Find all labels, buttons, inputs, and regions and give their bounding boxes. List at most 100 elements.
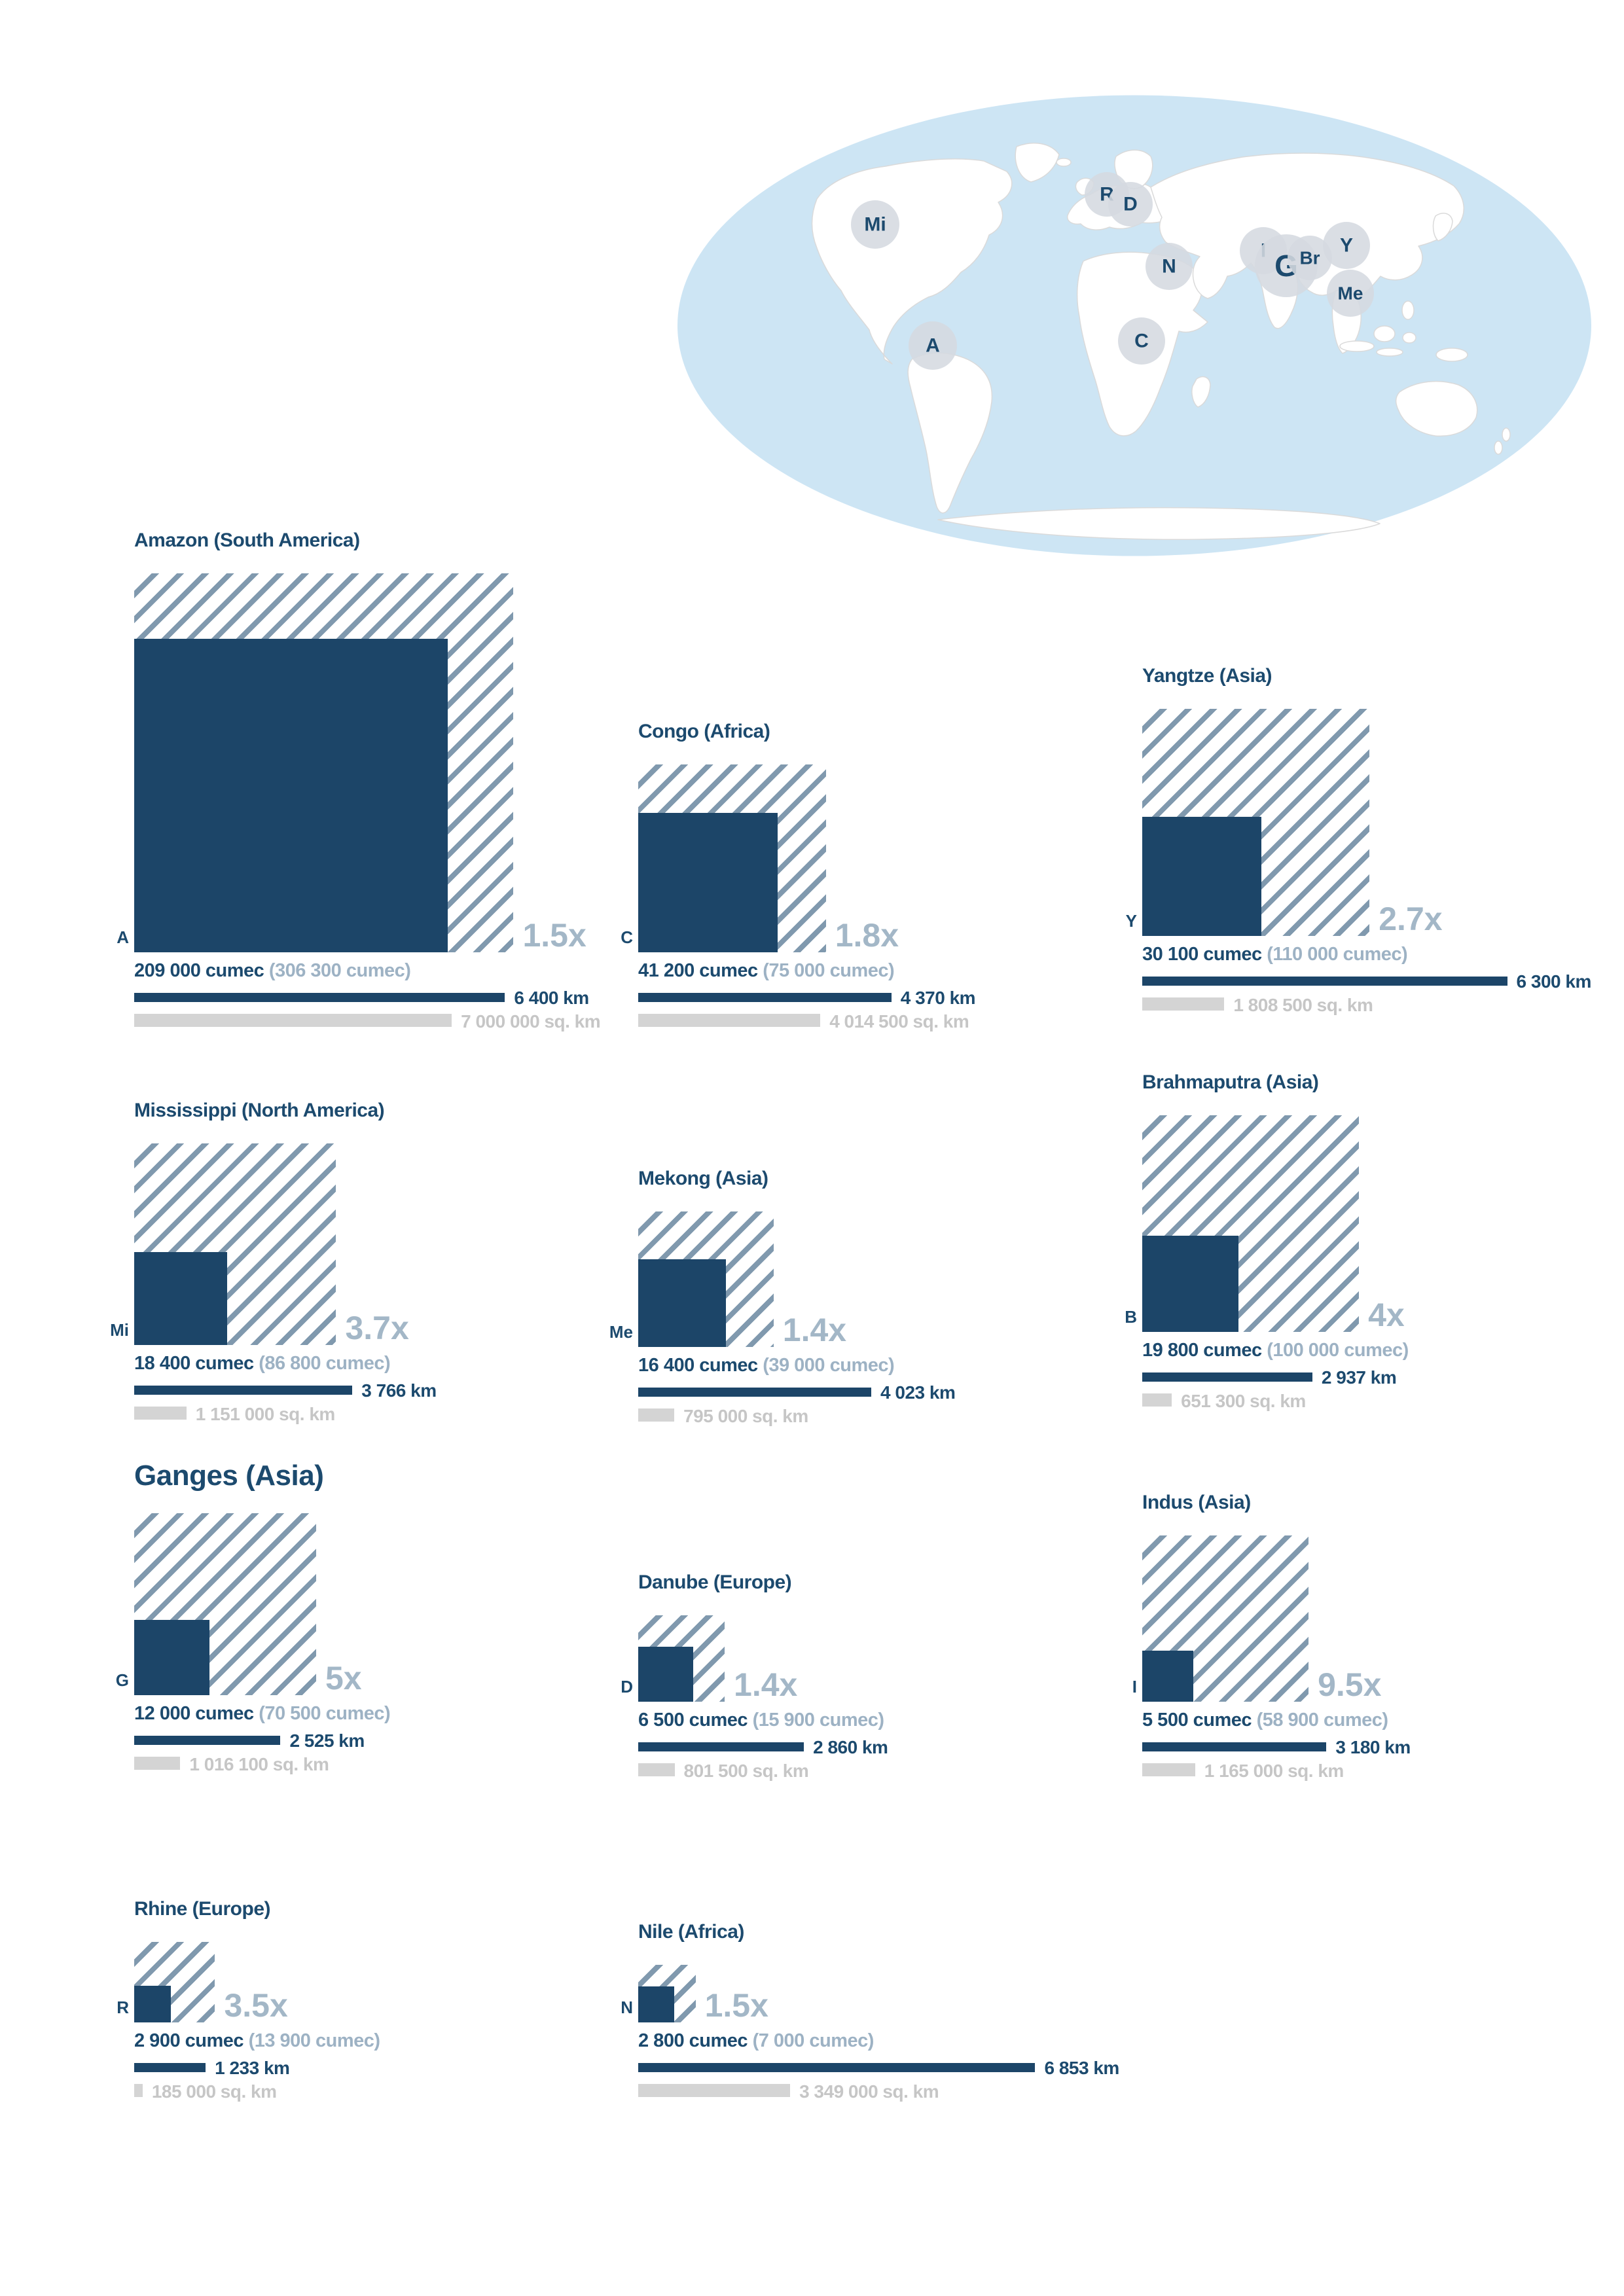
flood-discharge-label: (39 000 cumec): [763, 1355, 895, 1376]
average-discharge-label: 41 200 cumec: [638, 960, 763, 981]
length-bar: [638, 1742, 804, 1751]
map-marker-Br: Br: [1288, 236, 1332, 280]
length-bar: [134, 2063, 206, 2072]
basin-area-label: 1 016 100 sq. km: [189, 1754, 329, 1774]
discharge-labels: 18 400 cumec (86 800 cumec): [134, 1353, 391, 1374]
average-discharge-square: [134, 639, 448, 952]
flood-discharge-label: (75 000 cumec): [763, 960, 895, 981]
discharge-labels: 2 900 cumec (13 900 cumec): [134, 2030, 380, 2052]
flood-discharge-label: (7 000 cumec): [752, 2030, 875, 2051]
flood-discharge-label: (70 500 cumec): [259, 1703, 391, 1724]
landmass-nz-south: [1494, 440, 1503, 455]
landmass-japan: [1432, 213, 1453, 242]
landmass-madagascar: [1191, 376, 1211, 408]
river-title: Yangtze (Asia): [1142, 664, 1272, 687]
average-discharge-label: 209 000 cumec: [134, 960, 269, 981]
average-discharge-square: [1142, 817, 1261, 936]
basin-area-bar: [638, 1763, 675, 1776]
river-title: Brahmaputra (Asia): [1142, 1071, 1319, 1093]
flood-discharge-label: (13 900 cumec): [248, 2030, 380, 2051]
length-label: 2 860 km: [813, 1737, 888, 1757]
basin-area-bar: [1142, 997, 1225, 1011]
map-marker-Mi: Mi: [851, 200, 899, 249]
discharge-labels: 16 400 cumec (39 000 cumec): [638, 1355, 895, 1376]
basin-area-label: 1 808 500 sq. km: [1233, 995, 1373, 1015]
flood-multiplier: 1.4x: [734, 1666, 798, 1703]
flood-multiplier: 3.7x: [345, 1310, 409, 1346]
flood-multiplier: 2.7x: [1379, 901, 1443, 937]
marker-letter: Me: [1338, 283, 1363, 304]
discharge-labels: 6 500 cumec (15 900 cumec): [638, 1710, 884, 1731]
basin-area-bar: [1142, 1763, 1195, 1776]
marker-circle: [1108, 182, 1153, 226]
river-title: Rhine (Europe): [134, 1897, 271, 1920]
basin-area-bar: [1142, 1393, 1172, 1407]
average-discharge-label: 5 500 cumec: [1142, 1710, 1257, 1731]
length-bar: [1142, 1372, 1312, 1382]
river-letter: N: [621, 1998, 633, 2017]
average-discharge-square: [638, 813, 778, 952]
flood-multiplier: 9.5x: [1318, 1666, 1382, 1703]
landmass-iceland: [1056, 158, 1072, 167]
basin-area-label: 4 014 500 sq. km: [829, 1011, 969, 1031]
landmass-greenland: [1015, 142, 1060, 183]
length-bar: [1142, 1742, 1327, 1751]
average-discharge-label: 30 100 cumec: [1142, 944, 1267, 965]
marker-letter: Mi: [864, 214, 886, 236]
discharge-labels: 5 500 cumec (58 900 cumec): [1142, 1710, 1388, 1731]
landmass-australia: [1395, 380, 1478, 437]
river-title: Indus (Asia): [1142, 1491, 1251, 1513]
basin-area-label: 1 151 000 sq. km: [195, 1404, 336, 1424]
marker-letter: Y: [1340, 235, 1353, 257]
flood-multiplier: 4x: [1368, 1297, 1405, 1333]
river-title: Ganges (Asia): [134, 1460, 324, 1492]
length-bar: [134, 1386, 353, 1395]
river-letter: Mi: [110, 1320, 129, 1340]
average-discharge-square: [134, 1985, 171, 2022]
average-discharge-square: [134, 1251, 228, 1345]
length-bar: [134, 1736, 281, 1745]
length-bar: [638, 2063, 1036, 2072]
river-title: Amazon (South America): [134, 529, 360, 551]
average-discharge-label: 2 900 cumec: [134, 2030, 249, 2051]
discharge-labels: 2 800 cumec (7 000 cumec): [638, 2030, 874, 2052]
flood-multiplier: 1.5x: [704, 1987, 768, 2024]
flood-discharge-label: (306 300 cumec): [268, 960, 411, 981]
landmass-antarctica: [937, 507, 1380, 540]
marker-letter: Br: [1299, 248, 1320, 268]
landmass-sulawesi: [1402, 332, 1416, 344]
length-label: 2 525 km: [289, 1731, 365, 1751]
average-discharge-square: [1142, 1235, 1239, 1332]
average-discharge-label: 16 400 cumec: [638, 1355, 763, 1376]
marker-circle: [851, 200, 899, 249]
map-marker-N: N: [1146, 243, 1193, 290]
flood-multiplier: 1.4x: [782, 1312, 847, 1348]
flood-multiplier: 1.5x: [522, 917, 586, 954]
average-discharge-label: 19 800 cumec: [1142, 1340, 1267, 1361]
marker-circle: [1323, 222, 1370, 269]
marker-letter: N: [1162, 256, 1176, 278]
average-discharge-square: [638, 1646, 694, 1702]
length-label: 3 766 km: [361, 1380, 437, 1401]
length-label: 6 853 km: [1044, 2058, 1119, 2078]
river-letter: C: [621, 927, 633, 947]
length-label: 6 400 km: [514, 988, 589, 1008]
river-title: Congo (Africa): [638, 721, 770, 743]
basin-area-label: 7 000 000 sq. km: [461, 1011, 601, 1031]
flood-multiplier: 5x: [325, 1660, 362, 1696]
map-marker-Me: Me: [1327, 270, 1374, 317]
map-marker-Y: Y: [1323, 222, 1370, 269]
discharge-labels: 209 000 cumec (306 300 cumec): [134, 960, 411, 982]
length-label: 1 233 km: [215, 2058, 290, 2078]
map-marker-C: C: [1118, 317, 1165, 365]
marker-letter: D: [1123, 194, 1138, 215]
river-title: Mekong (Asia): [638, 1168, 768, 1190]
basin-area-bar: [134, 2084, 143, 2097]
marker-circle: [1327, 270, 1374, 317]
average-discharge-label: 2 800 cumec: [638, 2030, 753, 2051]
map-marker-A: A: [909, 321, 957, 370]
length-bar: [134, 993, 505, 1002]
basin-area-bar: [638, 2084, 791, 2097]
flood-discharge-label: (100 000 cumec): [1267, 1340, 1409, 1361]
